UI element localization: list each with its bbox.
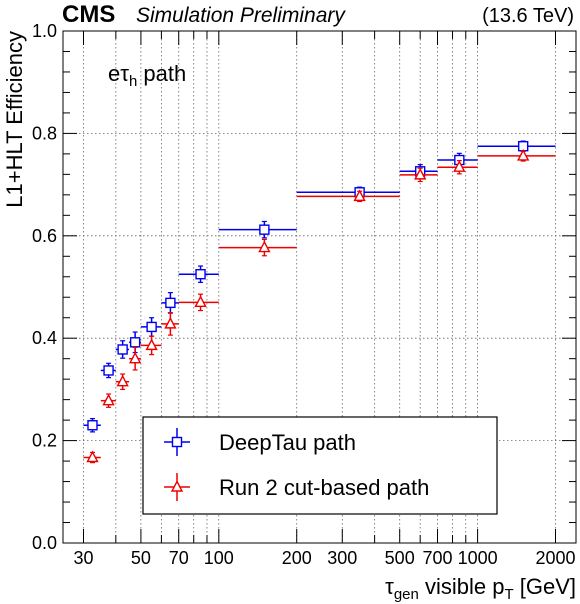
plot-frame <box>62 30 577 544</box>
path-annotation: eτh path <box>108 61 186 90</box>
square-marker <box>259 224 270 235</box>
triangle-marker <box>353 189 366 202</box>
square-marker <box>129 337 141 348</box>
square-marker <box>117 344 128 355</box>
data-point <box>437 159 478 175</box>
data-point <box>140 317 162 337</box>
triangle-marker <box>258 240 271 253</box>
triangle-marker <box>86 450 99 463</box>
data-point <box>178 293 219 312</box>
data-point <box>115 340 130 359</box>
triangle-marker <box>164 316 177 329</box>
data-point <box>115 373 130 390</box>
x-tick-label: 500 <box>385 548 415 568</box>
square-marker <box>195 269 206 280</box>
x-tick-label: 50 <box>131 548 151 568</box>
x-tick-label: 100 <box>204 548 234 568</box>
triangle-marker <box>116 374 129 387</box>
x-tick-labels: 30 50 70 100 200 300 500 700 1000 2000 <box>73 548 575 568</box>
data-point <box>296 189 400 203</box>
triangle-marker <box>102 393 115 406</box>
triangle-marker <box>145 338 158 351</box>
triangle-marker <box>414 167 427 180</box>
triangle-marker <box>517 148 530 161</box>
data-series <box>83 140 556 464</box>
legend-entry: Run 2 cut-based path <box>164 473 429 501</box>
data-point <box>161 312 179 336</box>
y-tick-label: 0.0 <box>32 533 57 553</box>
x-tick-label: 300 <box>327 548 357 568</box>
legend-box <box>142 416 498 515</box>
x-tick-label: 30 <box>73 548 93 568</box>
square-marker <box>146 321 157 333</box>
data-point <box>83 417 101 433</box>
x-tick-label: 2000 <box>535 548 575 568</box>
series-deeptau <box>83 140 556 433</box>
data-point <box>161 292 179 314</box>
legend: DeepTau path Run 2 cut-based path <box>142 416 498 515</box>
series-run2-cut-based <box>83 148 556 464</box>
legend-entry: DeepTau path <box>164 428 356 456</box>
data-point <box>477 140 556 152</box>
x-tick-label: 200 <box>282 548 312 568</box>
simulation-tag: Simulation Preliminary <box>136 4 346 27</box>
y-tick-label: 0.4 <box>32 328 57 348</box>
square-marker <box>103 365 114 376</box>
square-marker <box>87 420 98 431</box>
triangle-marker <box>453 160 466 172</box>
data-point <box>218 238 297 257</box>
y-axis-label: L1+HLT Efficiency <box>2 31 27 208</box>
triangle-marker <box>170 479 184 492</box>
y-tick-label: 0.2 <box>32 431 57 451</box>
data-point <box>128 346 142 371</box>
data-point <box>100 393 116 408</box>
triangle-marker <box>128 351 142 364</box>
y-tick-label: 1.0 <box>32 21 57 41</box>
data-point <box>477 148 556 162</box>
y-tick-label: 0.8 <box>32 123 57 143</box>
energy-label: (13.6 TeV) <box>482 5 574 27</box>
x-tick-label: 1000 <box>458 548 498 568</box>
axis-ticks <box>63 30 576 544</box>
data-point <box>83 450 101 464</box>
data-point <box>218 220 297 239</box>
data-point <box>100 362 116 379</box>
legend-label: Run 2 cut-based path <box>219 475 429 500</box>
data-point <box>399 167 438 183</box>
triangle-marker <box>194 295 207 308</box>
cms-label: CMS <box>62 1 115 28</box>
x-tick-label: 70 <box>169 548 189 568</box>
square-marker <box>165 297 176 309</box>
legend-label: DeepTau path <box>219 430 356 455</box>
y-tick-label: 0.6 <box>32 226 57 246</box>
square-marker <box>171 436 183 448</box>
data-point <box>178 265 219 283</box>
x-axis-label: τgen visible pT [GeV] <box>385 574 576 603</box>
x-tick-label: 700 <box>422 548 452 568</box>
y-tick-labels: 0.0 0.2 0.4 0.6 0.8 1.0 <box>32 21 57 553</box>
data-point <box>140 335 162 356</box>
